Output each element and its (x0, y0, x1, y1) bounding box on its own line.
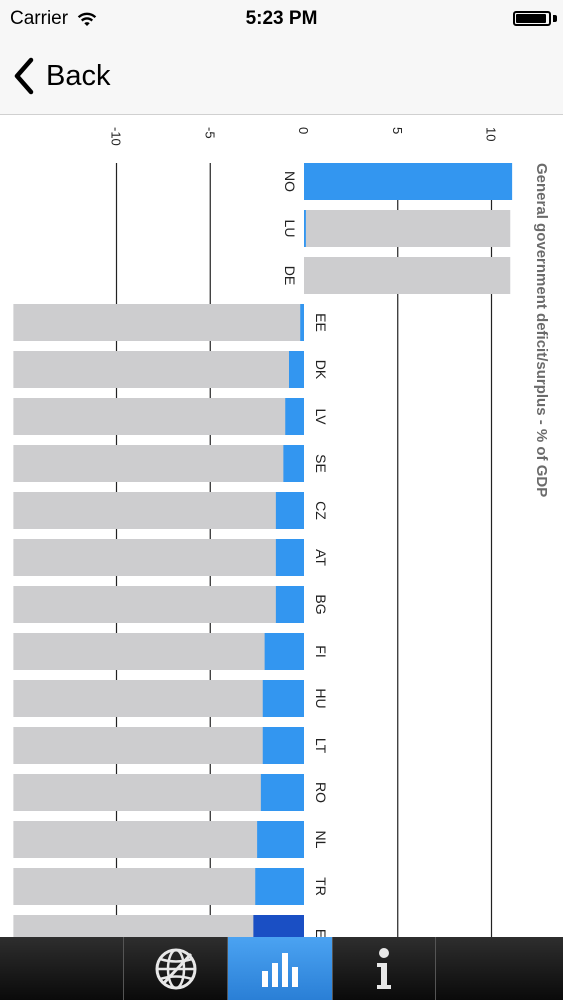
category-label: TR (313, 877, 329, 896)
tick-label: -10 (109, 127, 124, 146)
bar-value (275, 586, 304, 623)
bar-value (262, 680, 304, 717)
category-label: NL (313, 831, 329, 849)
tab-divider (332, 937, 333, 1000)
bar-background (304, 257, 511, 294)
status-time: 5:23 PM (245, 8, 318, 29)
tab-info[interactable] (333, 937, 435, 1000)
bar-value (304, 163, 513, 200)
bar-value (257, 821, 304, 858)
tab-globe[interactable] (124, 937, 227, 1000)
bar-chart-icon (262, 952, 298, 987)
bar-background (13, 821, 304, 858)
bar-value (264, 633, 304, 670)
bar-value (253, 915, 304, 937)
category-label: FI (313, 645, 329, 657)
bar-value (285, 398, 304, 435)
category-label: LU (282, 220, 298, 238)
bar-value (275, 492, 304, 529)
battery-icon (513, 11, 551, 26)
category-label: AT (313, 549, 329, 566)
category-label: EE (313, 313, 329, 332)
carrier-label: Carrier (10, 8, 69, 29)
tab-divider (227, 937, 228, 1000)
battery-tip (553, 15, 557, 22)
status-bar: Carrier 5:23 PM (0, 0, 563, 40)
bar-background (13, 915, 304, 937)
tab-bar (0, 937, 563, 1000)
tick-label: 10 (484, 127, 499, 141)
category-label: LT (313, 738, 329, 754)
bar-background (13, 586, 304, 623)
deficit-chart: NO LU DE EE DK LV SE CZ AT BG FI HU LT RO NL TR E -10 -5 0 5… (13, 127, 550, 937)
category-label: DE (282, 266, 298, 285)
category-label: LV (313, 408, 329, 425)
globe-icon (155, 948, 196, 989)
category-label: E (313, 929, 329, 937)
chart-area: NO LU DE EE DK LV SE CZ AT BG FI HU LT RO NL TR E -10 -5 0 5… (0, 115, 563, 937)
chart-title: General government deficit/surplus - % o… (533, 163, 550, 497)
tab-divider (435, 937, 436, 1000)
wifi-icon (77, 12, 97, 26)
category-label: HU (313, 688, 329, 708)
bar-value (262, 727, 304, 764)
tab-divider (123, 937, 124, 1000)
tab-chart[interactable] (228, 937, 332, 1000)
bar-background (13, 633, 304, 670)
bar-background (13, 445, 304, 482)
bar-background (13, 539, 304, 576)
category-label: NO (282, 171, 298, 192)
category-label: CZ (313, 501, 329, 520)
info-icon (377, 947, 391, 989)
bar-value (255, 868, 304, 905)
bar-value (275, 539, 304, 576)
bar-value (283, 445, 304, 482)
tick-label: 5 (390, 127, 405, 134)
bar-value (289, 351, 304, 388)
bar-background (13, 398, 304, 435)
bar-value (304, 210, 306, 247)
bar-background (13, 680, 304, 717)
battery-level (516, 14, 547, 23)
back-button[interactable]: Back (12, 54, 110, 98)
tick-label: -5 (202, 127, 217, 139)
bar-background (13, 351, 304, 388)
category-label: DK (313, 360, 329, 380)
category-label: RO (313, 782, 329, 803)
tick-label: 0 (296, 127, 311, 134)
category-label: SE (313, 454, 329, 473)
back-label: Back (46, 59, 111, 92)
navigation-bar: Back (0, 40, 563, 115)
bar-background (13, 492, 304, 529)
bar-value (300, 304, 304, 341)
bar-background (304, 210, 511, 247)
status-left: Carrier (10, 8, 98, 30)
bar-background (13, 304, 304, 341)
bar-background (13, 727, 304, 764)
category-label: BG (313, 594, 329, 614)
chevron-left-icon (14, 57, 34, 95)
bar-background (13, 774, 304, 811)
bar-value (260, 774, 304, 811)
